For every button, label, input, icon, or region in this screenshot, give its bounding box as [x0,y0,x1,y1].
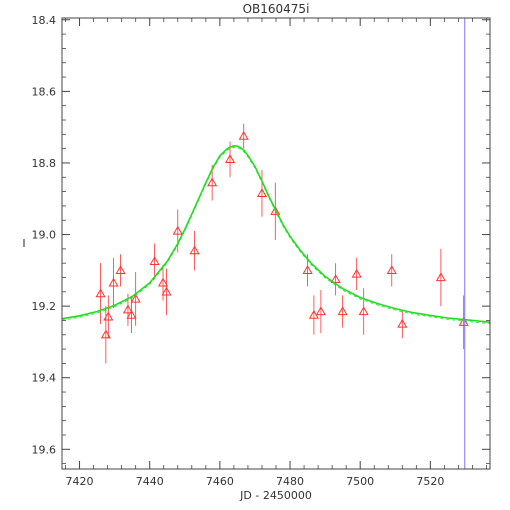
data-point-marker [270,206,281,215]
data-point-marker [238,130,249,140]
data-point-marker [115,265,126,274]
y-tick-label: 18.8 [32,157,57,170]
data-point-marker [315,306,326,316]
y-tick-label: 18.6 [32,85,57,98]
y-tick-label: 19.2 [32,300,57,313]
model-curve-line [62,144,490,323]
data-point-marker [189,245,200,255]
axes-layer: 7420 7440 7460 7480 7500 7520 18.4 18.6 18.8 19.0… [32,14,491,488]
data-point-marker [130,293,141,303]
model-curve-dashed-line [62,146,490,325]
data-point-marker [157,277,169,287]
data-point-marker [308,309,319,319]
data-point-marker [172,225,183,235]
data-point-marker [302,265,313,274]
data-point-marker [435,272,446,282]
data-point-marker [458,317,469,326]
data-point-marker [122,304,134,314]
chart-title: OB160475i [243,2,310,16]
data-point-marker [397,318,408,328]
data-point-marker [207,177,218,187]
y-tick-label: 18.4 [32,14,57,27]
data-point-marker [103,311,114,321]
data-point-marker [149,256,160,266]
data-point-marker [126,309,137,319]
data-point-marker [330,274,341,283]
y-tick-label: 19.4 [32,372,57,385]
data-point-marker [256,188,268,198]
data-point-marker [108,277,119,287]
y-tick-label: 19.0 [32,229,57,242]
x-tick-label: 7420 [66,475,94,488]
x-tick-label: 7440 [136,475,164,488]
data-point-marker [386,265,397,274]
x-tick-label: 7500 [346,475,374,488]
y-axis-label: I [22,237,25,250]
x-tick-label: 7460 [206,475,234,488]
data-point-marker [358,306,369,316]
x-tick-label: 7520 [416,475,444,488]
plot-layer [62,18,490,469]
data-point-marker [351,268,362,278]
y-tick-label: 19.6 [32,443,57,456]
data-point-marker [95,288,106,298]
x-tick-label: 7480 [276,475,304,488]
data-point-marker [161,286,172,296]
data-point-marker [224,154,236,164]
x-axis-label: JD - 2450000 [239,489,312,502]
data-point-marker [337,306,348,316]
